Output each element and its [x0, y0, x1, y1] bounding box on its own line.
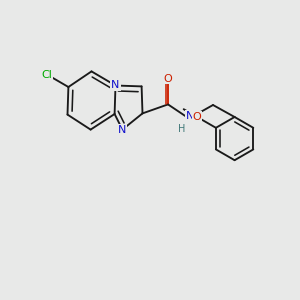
Text: H: H [178, 124, 185, 134]
Text: O: O [164, 74, 172, 84]
Text: N: N [186, 111, 194, 121]
Text: O: O [193, 112, 202, 122]
Text: N: N [111, 80, 120, 91]
Text: Cl: Cl [42, 70, 52, 80]
Text: N: N [118, 124, 127, 135]
